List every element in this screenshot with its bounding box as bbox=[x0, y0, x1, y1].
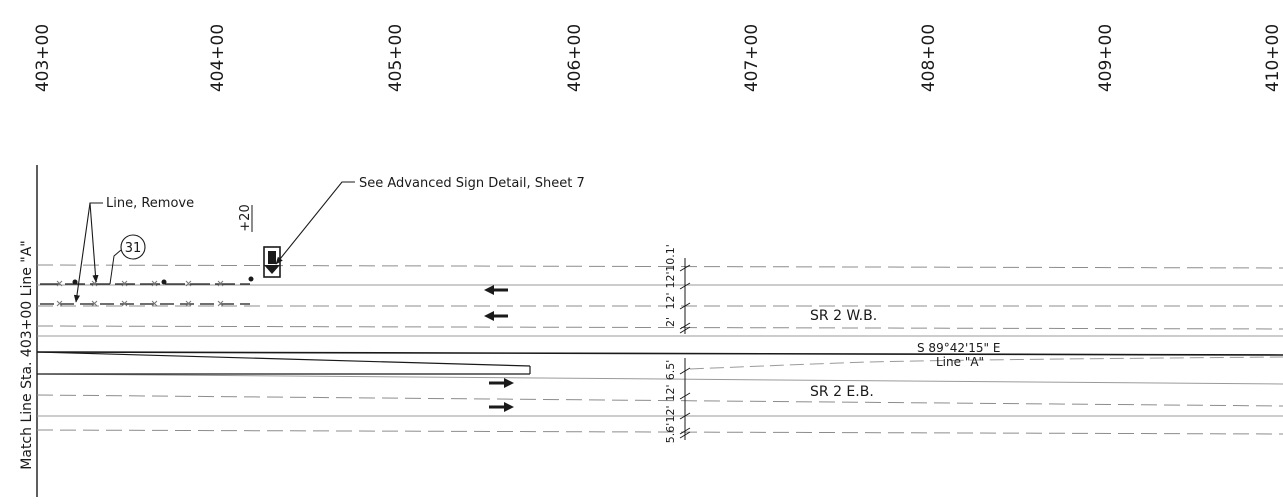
existing-linework bbox=[36, 264, 1283, 435]
marker-dot bbox=[72, 279, 78, 285]
eastbound-label: SR 2 E.B. bbox=[810, 384, 874, 400]
station-label: 407+00 bbox=[742, 24, 762, 92]
line-remove bbox=[40, 276, 254, 307]
alignment-bearing: S 89°42'15" E bbox=[917, 341, 1000, 355]
taper bbox=[36, 351, 531, 375]
station-label: 410+00 bbox=[1263, 24, 1283, 92]
station-label: 409+00 bbox=[1096, 24, 1116, 92]
sign-leader bbox=[275, 181, 355, 265]
travel-arrows bbox=[484, 285, 514, 412]
station-labels: 403+00 404+00 405+00 406+00 407+00 408+0… bbox=[33, 24, 1283, 92]
match-line-label: Match Line Sta. 403+00 Line "A" bbox=[19, 240, 35, 469]
dimension-value: 12' bbox=[664, 292, 677, 309]
dimension-value: 6.5' bbox=[664, 360, 677, 381]
station-label: 404+00 bbox=[208, 24, 228, 92]
line-remove-label: Line, Remove bbox=[106, 196, 194, 211]
marker-dot bbox=[161, 279, 167, 285]
plus-station-label: +20 bbox=[238, 204, 253, 231]
dimension-value: 10.1' bbox=[664, 244, 677, 272]
callout-line-remove: Line, Remove bbox=[73, 196, 194, 303]
station-label: 408+00 bbox=[919, 24, 939, 92]
dimension-value: 2' bbox=[664, 317, 677, 327]
dimension-value: 12' bbox=[664, 384, 677, 401]
dimension-value: 12' bbox=[664, 405, 677, 422]
station-label: 403+00 bbox=[33, 24, 53, 92]
arrow-left-icon bbox=[484, 285, 508, 295]
sign-detail-label: See Advanced Sign Detail, Sheet 7 bbox=[359, 176, 585, 191]
alignment-line bbox=[36, 351, 1283, 356]
dimension-value: 5.6' bbox=[664, 423, 677, 444]
note-bubble: 31 bbox=[109, 234, 146, 285]
marker-dot bbox=[248, 276, 254, 282]
note-number: 31 bbox=[125, 241, 142, 256]
arrow-right-icon bbox=[489, 378, 514, 388]
station-label: 406+00 bbox=[565, 24, 585, 92]
westbound-label: SR 2 W.B. bbox=[810, 308, 877, 324]
dimension-value: 12' bbox=[664, 271, 677, 288]
station-label: 405+00 bbox=[386, 24, 406, 92]
dimension-lines bbox=[679, 258, 691, 440]
arrow-left-icon bbox=[484, 311, 508, 321]
dimension-values: 10.1' 12' 12' 2' 6.5' 12' 12' 5.6' bbox=[664, 244, 677, 443]
alignment-name: Line "A" bbox=[936, 355, 984, 369]
arrow-right-icon bbox=[489, 402, 514, 412]
